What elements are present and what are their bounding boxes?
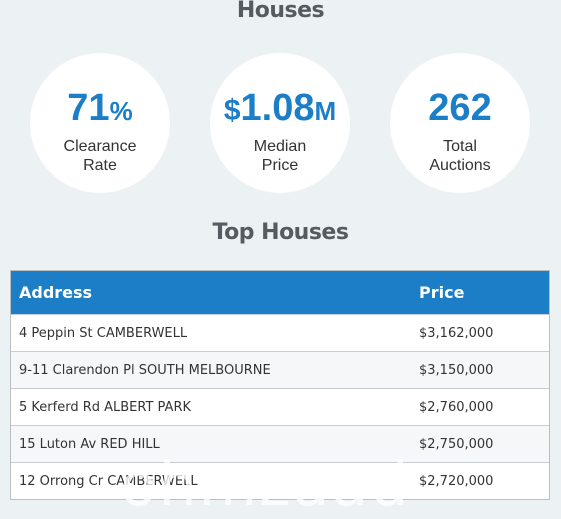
median-price-value: $1.08M bbox=[223, 87, 337, 129]
table-row: 12 Orrong Cr CAMBERWELL $2,720,000 bbox=[11, 462, 549, 499]
clearance-rate-value: 71% bbox=[67, 87, 133, 129]
table-row: 9-11 Clarendon Pl SOUTH MELBOURNE $3,150… bbox=[11, 351, 549, 388]
table-row: 5 Kerferd Rd ALBERT PARK $2,760,000 bbox=[11, 388, 549, 425]
table-header: Address Price bbox=[11, 271, 549, 314]
total-auctions-label: Total Auctions bbox=[429, 138, 491, 174]
top-houses-table: Address Price 4 Peppin St CAMBERWELL $3,… bbox=[10, 270, 550, 500]
price-cell: $2,760,000 bbox=[419, 399, 494, 415]
address-cell: 15 Luton Av RED HILL bbox=[19, 436, 160, 452]
clearance-rate-stat: 71% Clearance Rate bbox=[30, 53, 170, 193]
address-cell: 5 Kerferd Rd ALBERT PARK bbox=[19, 399, 192, 415]
table-row: 15 Luton Av RED HILL $2,750,000 bbox=[11, 425, 549, 462]
price-cell: $2,750,000 bbox=[419, 436, 494, 452]
table-row: 4 Peppin St CAMBERWELL $3,162,000 bbox=[11, 314, 549, 351]
price-cell: $3,162,000 bbox=[419, 325, 494, 341]
total-auctions-value: 262 bbox=[428, 87, 492, 129]
price-column-header: Price bbox=[419, 283, 465, 302]
watermark: ohmzaad bbox=[120, 452, 411, 519]
houses-heading: Houses bbox=[236, 0, 325, 23]
address-column-header: Address bbox=[19, 283, 93, 302]
price-cell: $3,150,000 bbox=[419, 362, 494, 378]
median-price-label: Median Price bbox=[253, 138, 307, 174]
address-cell: 4 Peppin St CAMBERWELL bbox=[19, 325, 188, 341]
total-auctions-stat: 262 Total Auctions bbox=[390, 53, 530, 193]
median-price-stat: $1.08M Median Price bbox=[210, 53, 350, 193]
top-houses-heading: Top Houses bbox=[212, 220, 349, 245]
price-cell: $2,720,000 bbox=[419, 473, 494, 489]
address-cell: 9-11 Clarendon Pl SOUTH MELBOURNE bbox=[19, 362, 271, 378]
clearance-rate-label: Clearance Rate bbox=[63, 138, 137, 174]
address-cell: 12 Orrong Cr CAMBERWELL bbox=[19, 473, 198, 489]
